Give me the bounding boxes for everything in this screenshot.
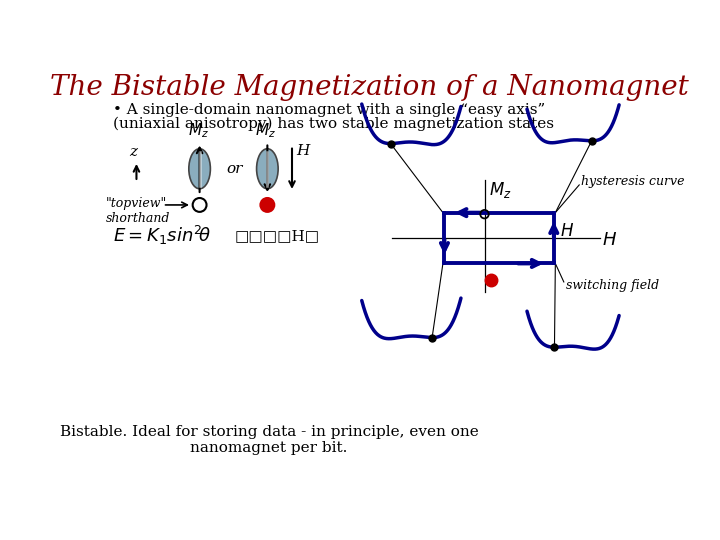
Text: Bistable. Ideal for storing data - in principle, even one
nanomagnet per bit.: Bistable. Ideal for storing data - in pr… bbox=[60, 425, 478, 455]
Text: $E = K_1 sin^2\!\theta$: $E = K_1 sin^2\!\theta$ bbox=[113, 224, 212, 247]
Circle shape bbox=[261, 198, 274, 212]
Text: z: z bbox=[130, 145, 138, 159]
Text: or: or bbox=[226, 162, 243, 176]
Ellipse shape bbox=[189, 148, 210, 189]
Ellipse shape bbox=[256, 148, 278, 189]
Text: $M_z$: $M_z$ bbox=[188, 122, 209, 140]
Text: (uniaxial anisotropy) has two stable magnetization states: (uniaxial anisotropy) has two stable mag… bbox=[113, 117, 554, 131]
Text: "topview"
shorthand: "topview" shorthand bbox=[106, 197, 170, 225]
Text: $H$: $H$ bbox=[560, 224, 574, 240]
Text: $M_z$: $M_z$ bbox=[489, 180, 512, 200]
Text: □□□□H□: □□□□H□ bbox=[234, 229, 320, 243]
Text: hysteresis curve: hysteresis curve bbox=[581, 176, 684, 188]
Text: $M_z$: $M_z$ bbox=[256, 122, 276, 140]
Text: • A single-domain nanomagnet with a single “easy axis”: • A single-domain nanomagnet with a sing… bbox=[113, 103, 546, 117]
Text: $H$: $H$ bbox=[601, 231, 616, 248]
Text: H: H bbox=[296, 144, 309, 158]
Text: switching field: switching field bbox=[566, 279, 660, 292]
Text: The Bistable Magnetization of a Nanomagnet: The Bistable Magnetization of a Nanomagn… bbox=[50, 74, 688, 101]
